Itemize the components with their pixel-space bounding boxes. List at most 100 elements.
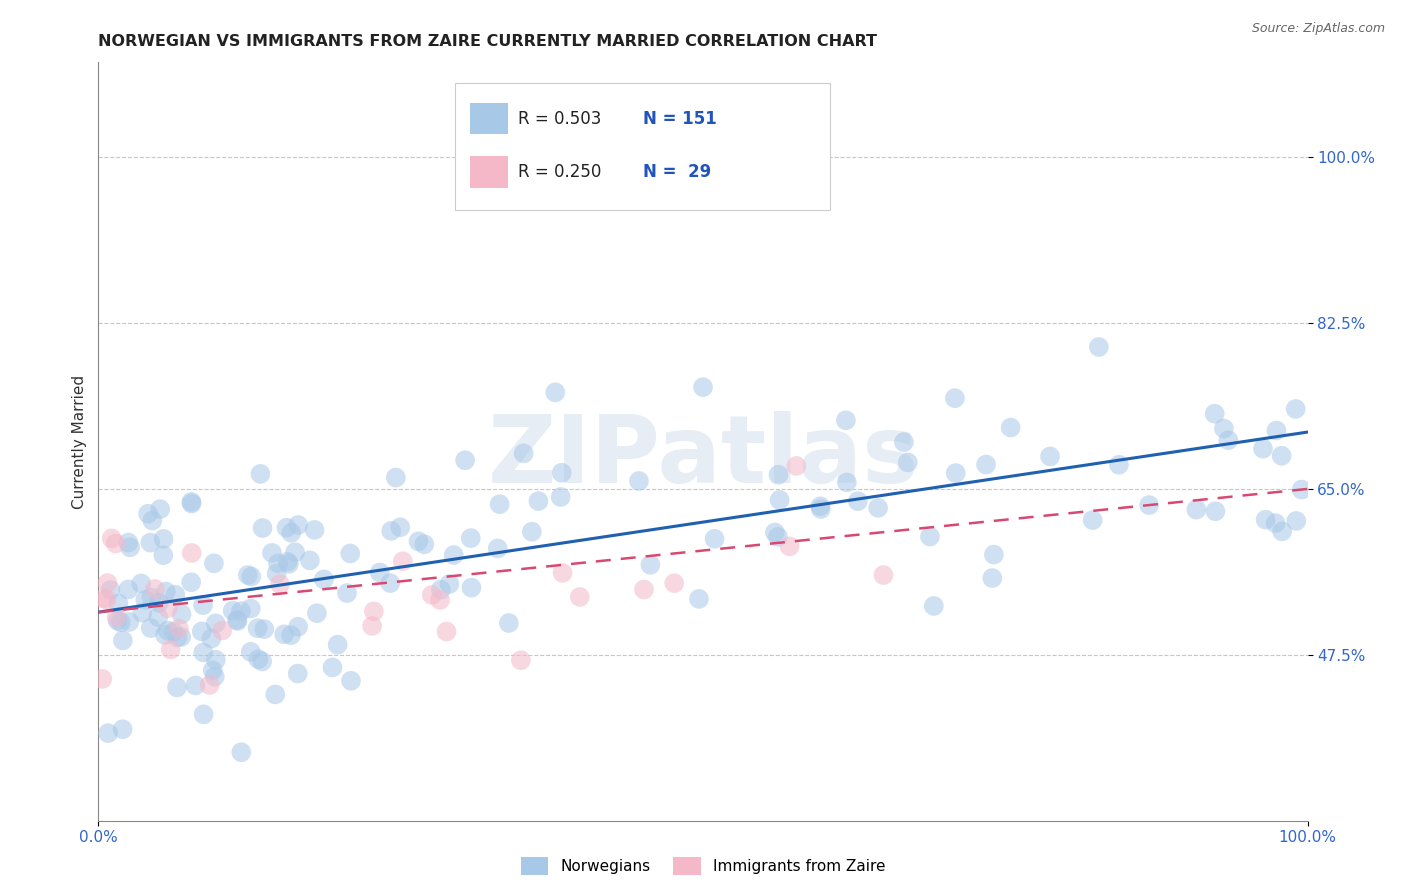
Point: [868, 500, 890, 515]
Point: [810, 502, 832, 516]
Point: [486, 541, 509, 556]
Point: [198, 678, 221, 692]
Point: [1204, 407, 1226, 421]
Point: [922, 599, 945, 613]
Point: [97, 726, 120, 740]
Point: [298, 553, 321, 567]
Point: [1212, 421, 1234, 435]
Point: [96, 576, 118, 591]
Point: [204, 653, 226, 667]
Point: [202, 557, 225, 571]
Point: [152, 532, 174, 546]
Point: [498, 615, 520, 630]
Text: R = 0.503: R = 0.503: [517, 111, 602, 128]
Point: [872, 568, 894, 582]
Point: [252, 521, 274, 535]
Point: [117, 535, 139, 549]
Point: [141, 591, 163, 605]
Point: [236, 568, 259, 582]
Point: [1285, 401, 1308, 416]
Point: [385, 470, 408, 484]
Point: [1039, 450, 1062, 464]
Point: [266, 566, 288, 581]
Text: R = 0.250: R = 0.250: [517, 163, 602, 181]
Point: [129, 576, 152, 591]
Point: [918, 530, 941, 544]
Point: [550, 490, 572, 504]
Point: [246, 621, 269, 635]
Point: [184, 678, 207, 692]
Point: [143, 582, 166, 596]
Point: [276, 521, 298, 535]
Point: [204, 670, 226, 684]
Point: [391, 554, 413, 568]
Point: [180, 546, 202, 560]
Point: [180, 496, 202, 510]
Point: [91, 672, 114, 686]
Point: [250, 655, 273, 669]
Point: [408, 534, 430, 549]
Point: [253, 622, 276, 636]
Point: [1271, 524, 1294, 539]
Point: [1218, 433, 1240, 447]
Point: [443, 548, 465, 562]
Point: [768, 467, 790, 482]
Point: [368, 566, 391, 580]
Point: [763, 525, 786, 540]
Point: [974, 458, 997, 472]
Point: [380, 576, 402, 591]
Point: [640, 558, 662, 572]
Point: [945, 466, 967, 480]
Point: [287, 666, 309, 681]
Point: [389, 520, 412, 534]
Bar: [470, 103, 509, 135]
Point: [96, 592, 118, 607]
Point: [152, 548, 174, 562]
Point: [1137, 498, 1160, 512]
Point: [846, 494, 869, 508]
Point: [170, 607, 193, 622]
Point: [983, 548, 1005, 562]
Point: [430, 582, 453, 597]
Point: [153, 628, 176, 642]
Point: [1204, 504, 1226, 518]
Point: [180, 575, 202, 590]
Point: [664, 576, 686, 591]
Point: [107, 597, 129, 611]
Point: [766, 530, 789, 544]
Point: [231, 745, 253, 759]
Point: [568, 590, 591, 604]
Point: [131, 606, 153, 620]
Point: [191, 624, 214, 639]
Point: [201, 663, 224, 677]
Point: [239, 645, 262, 659]
Point: [361, 619, 384, 633]
Point: [363, 604, 385, 618]
Point: [149, 502, 172, 516]
Point: [527, 494, 550, 508]
Point: [943, 391, 966, 405]
Point: [167, 622, 190, 636]
Point: [1185, 502, 1208, 516]
Point: [93, 591, 115, 606]
Point: [287, 518, 309, 533]
Point: [287, 620, 309, 634]
Point: [166, 631, 188, 645]
Point: [273, 627, 295, 641]
Point: [785, 458, 807, 473]
Point: [200, 632, 222, 646]
Point: [1264, 516, 1286, 531]
Point: [1271, 449, 1294, 463]
Point: [105, 610, 128, 624]
Point: [193, 707, 215, 722]
Point: [835, 413, 858, 427]
Point: [1081, 513, 1104, 527]
Point: [1265, 424, 1288, 438]
Point: [336, 586, 359, 600]
Point: [436, 624, 458, 639]
Point: [520, 524, 543, 539]
Point: [107, 614, 129, 628]
Point: [156, 601, 179, 615]
Y-axis label: Currently Married: Currently Married: [72, 375, 87, 508]
Point: [139, 535, 162, 549]
